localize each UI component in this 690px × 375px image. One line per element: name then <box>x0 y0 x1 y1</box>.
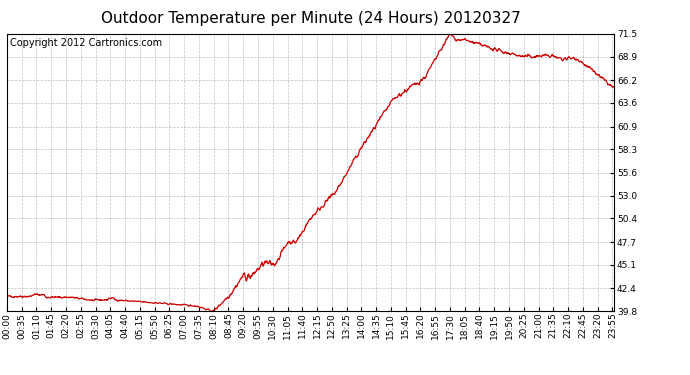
Text: Copyright 2012 Cartronics.com: Copyright 2012 Cartronics.com <box>10 38 162 48</box>
Text: Outdoor Temperature per Minute (24 Hours) 20120327: Outdoor Temperature per Minute (24 Hours… <box>101 11 520 26</box>
